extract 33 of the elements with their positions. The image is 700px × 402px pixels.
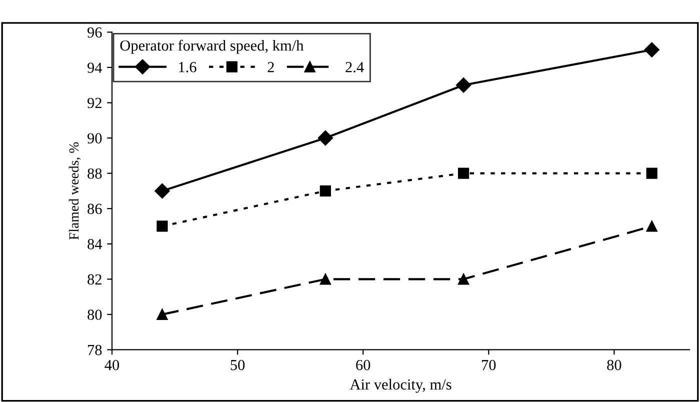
y-tick-label: 90 [87, 133, 102, 144]
point [644, 42, 660, 58]
point [154, 183, 170, 199]
y-tick-label: 92 [87, 98, 102, 108]
point [156, 220, 168, 232]
point [458, 274, 470, 285]
y-tick-label: 94 [87, 62, 102, 73]
legend-label: 2.4 [346, 62, 364, 72]
point [458, 168, 470, 179]
x-tick-label: 70 [482, 360, 496, 370]
y-tick-label: 78 [88, 344, 102, 356]
y-tick-label: 80 [88, 310, 102, 320]
y-axis-title: Flamed weeds, % [68, 142, 81, 240]
x-tick-label: 60 [356, 360, 370, 370]
point [318, 130, 333, 146]
point [320, 185, 331, 197]
point [646, 168, 658, 179]
x-tick-label: 80 [607, 360, 622, 370]
x-tick-label: 40 [104, 360, 120, 370]
x-axis-title: Air velocity, m/s [350, 378, 452, 393]
x-tick-label: 50 [230, 360, 245, 370]
y-tick-label: 96 [87, 27, 102, 38]
point [456, 78, 472, 93]
legend-label: 1.6 [179, 62, 196, 72]
point [156, 308, 168, 320]
y-tick-label: 88 [88, 168, 102, 179]
legend-title: Operator forward speed, km/h [120, 40, 304, 54]
legend-label: 2 [268, 62, 274, 72]
y-tick-label: 86 [88, 204, 102, 214]
point [320, 274, 331, 285]
y-tick-label: 82 [88, 274, 102, 285]
y-tick-label: 84 [88, 239, 102, 250]
point [646, 220, 658, 232]
